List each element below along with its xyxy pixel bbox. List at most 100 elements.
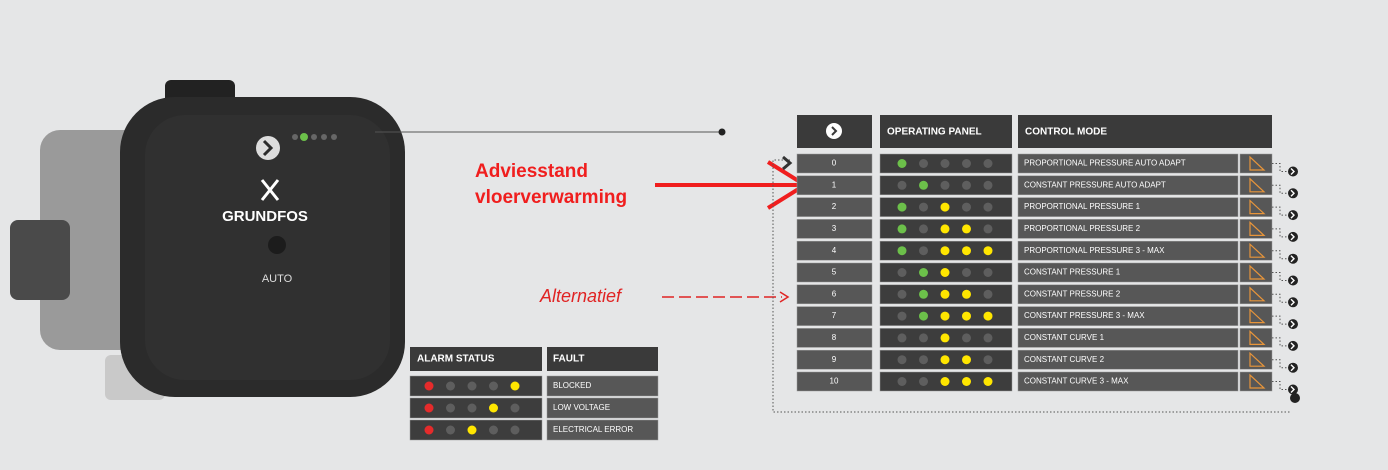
header-cell <box>1018 115 1272 148</box>
pump-led <box>300 133 308 141</box>
fault-label: LOW VOLTAGE <box>553 403 610 412</box>
connector-node <box>1288 297 1298 308</box>
connector-chevron <box>1290 364 1295 372</box>
control-mode: CONSTANT CURVE 1 <box>1024 333 1105 342</box>
row-cell <box>1017 197 1239 217</box>
pump-button <box>256 136 280 160</box>
led <box>897 202 907 212</box>
led <box>962 202 971 212</box>
connector-chevron <box>1290 211 1295 219</box>
header-label: FAULT <box>553 354 584 365</box>
led <box>983 289 993 299</box>
row-cell <box>796 306 873 326</box>
row-cell <box>1017 240 1239 261</box>
header-cell <box>547 347 658 371</box>
connector <box>1272 228 1288 238</box>
led <box>962 355 971 365</box>
header-chevron <box>831 126 838 136</box>
control-mode: PROPORTIONAL PRESSURE 1 <box>1024 202 1141 211</box>
row-cell <box>1017 153 1239 174</box>
row-cell <box>1017 328 1239 348</box>
mode-icon <box>1249 330 1266 345</box>
led <box>983 224 993 234</box>
row-cell <box>796 262 873 283</box>
setting-number: 2 <box>832 202 837 211</box>
led <box>897 377 907 386</box>
connector <box>1272 293 1288 303</box>
setting-number: 3 <box>832 224 837 233</box>
led <box>983 268 993 277</box>
led <box>467 425 477 435</box>
header-cell <box>410 347 542 371</box>
connector-node <box>1288 319 1298 330</box>
connector-chevron <box>1290 298 1295 306</box>
setting-number: 5 <box>832 268 837 277</box>
led <box>919 246 928 256</box>
led <box>424 381 434 391</box>
led <box>940 355 950 365</box>
connector-node <box>1288 166 1298 177</box>
connector-node <box>1288 362 1298 373</box>
connector-chevron <box>1290 320 1295 328</box>
led <box>962 268 971 277</box>
pump-led <box>292 134 298 140</box>
row-cell <box>796 328 873 348</box>
header-label: OPERATING PANEL <box>887 127 982 138</box>
row-cell <box>546 419 659 441</box>
led <box>919 159 928 168</box>
led <box>489 381 498 391</box>
setting-number: 6 <box>832 289 837 298</box>
pump-logo-mark <box>260 179 280 201</box>
setting-number: 4 <box>832 246 837 255</box>
led <box>467 381 477 391</box>
led <box>962 333 971 343</box>
led <box>983 377 993 386</box>
pump-brand: GRUNDFOS <box>222 208 308 225</box>
row-cell <box>546 397 659 419</box>
control-mode: PROPORTIONAL PRESSURE AUTO ADAPT <box>1024 159 1186 168</box>
row-cell <box>1017 371 1239 392</box>
mode-icon <box>1249 221 1266 236</box>
led <box>510 403 520 413</box>
led <box>446 403 455 413</box>
led <box>919 311 928 321</box>
setting-number: 9 <box>832 355 837 364</box>
led <box>919 224 928 234</box>
row-cell <box>1017 349 1239 370</box>
led <box>897 311 907 321</box>
control-mode: PROPORTIONAL PRESSURE 2 <box>1024 224 1141 233</box>
connector-chevron <box>1290 189 1295 197</box>
setting-number: 0 <box>832 159 837 168</box>
led <box>467 403 477 413</box>
row-cell <box>1017 262 1239 283</box>
header-button <box>826 123 842 139</box>
led <box>897 289 907 299</box>
connector <box>1272 206 1288 216</box>
connector <box>1272 163 1288 172</box>
led <box>962 289 971 299</box>
led <box>919 289 928 299</box>
row-cell <box>796 153 873 174</box>
led <box>510 425 520 435</box>
led <box>962 377 971 386</box>
pump-led <box>331 134 337 140</box>
loop-chevron <box>782 155 793 171</box>
connector <box>1272 272 1288 281</box>
led <box>962 311 971 321</box>
recommended-label: Adviesstand <box>475 161 588 182</box>
connector <box>1272 337 1288 347</box>
led <box>983 311 993 321</box>
pump-led <box>321 134 327 140</box>
recommended-label: vloerverwarming <box>475 187 627 208</box>
connector <box>1272 184 1288 194</box>
pump-face <box>145 115 390 380</box>
connector-node <box>1288 275 1298 286</box>
led <box>897 268 907 277</box>
led <box>940 311 950 321</box>
control-mode: CONSTANT PRESSURE 2 <box>1024 289 1121 298</box>
connector-node <box>1288 231 1298 242</box>
control-mode: CONSTANT PRESSURE AUTO ADAPT <box>1024 180 1166 189</box>
led <box>424 403 434 413</box>
led <box>983 180 993 190</box>
row-cell <box>546 375 659 397</box>
